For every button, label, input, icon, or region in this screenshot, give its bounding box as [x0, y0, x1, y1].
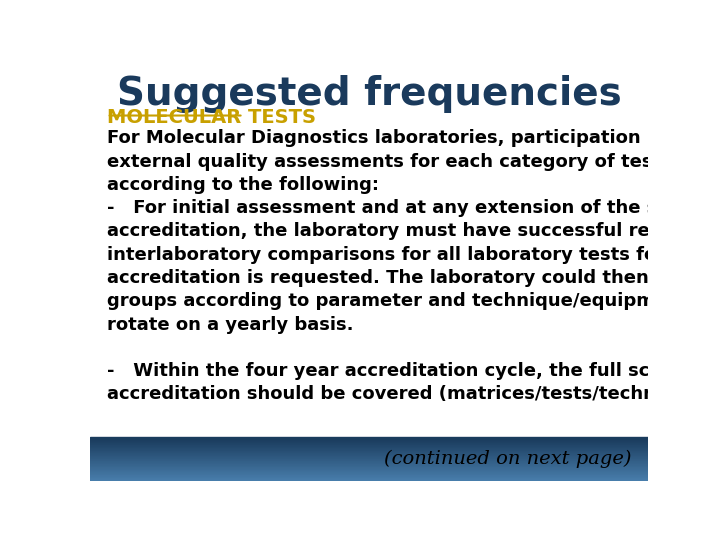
Bar	[90, 463, 648, 464]
Text: For Molecular Diagnostics laboratories, participation in: For Molecular Diagnostics laboratories, …	[107, 129, 665, 147]
Text: external quality assessments for each category of tests is done: external quality assessments for each ca…	[107, 152, 720, 171]
Bar	[90, 460, 648, 461]
Bar	[90, 440, 648, 441]
Bar	[90, 444, 648, 445]
Bar	[90, 446, 648, 447]
Bar	[90, 462, 648, 463]
Bar	[90, 439, 648, 440]
Bar	[90, 452, 648, 453]
Bar	[90, 477, 648, 478]
Bar	[90, 461, 648, 462]
Bar	[90, 474, 648, 475]
Bar	[90, 445, 648, 446]
Bar	[90, 479, 648, 480]
Bar	[90, 464, 648, 465]
Bar	[90, 466, 648, 467]
Bar	[90, 469, 648, 470]
Bar	[90, 451, 648, 452]
Bar	[90, 458, 648, 459]
Text: (continued on next page): (continued on next page)	[384, 450, 631, 468]
Bar	[90, 467, 648, 468]
Text: -   For initial assessment and at any extension of the scope of: - For initial assessment and at any exte…	[107, 199, 720, 217]
Bar	[90, 459, 648, 460]
Bar	[90, 456, 648, 457]
Bar	[90, 472, 648, 474]
Text: -   Within the four year accreditation cycle, the full scope of: - Within the four year accreditation cyc…	[107, 362, 713, 380]
Bar	[90, 476, 648, 477]
Text: groups according to parameter and technique/equipment and: groups according to parameter and techni…	[107, 292, 720, 310]
Bar	[90, 443, 648, 444]
Bar	[90, 465, 648, 466]
Bar	[90, 448, 648, 449]
Text: MOLECULAR TESTS: MOLECULAR TESTS	[107, 109, 316, 127]
Text: rotate on a yearly basis.: rotate on a yearly basis.	[107, 315, 354, 334]
Bar	[90, 453, 648, 454]
Text: Suggested frequencies: Suggested frequencies	[117, 75, 621, 113]
Text: accreditation is requested. The laboratory could then make: accreditation is requested. The laborato…	[107, 269, 709, 287]
Bar	[90, 470, 648, 471]
Bar	[90, 455, 648, 456]
Bar	[90, 478, 648, 479]
Bar	[90, 454, 648, 455]
Text: accreditation, the laboratory must have successful results of: accreditation, the laboratory must have …	[107, 222, 720, 240]
Bar	[90, 450, 648, 451]
Bar	[90, 468, 648, 469]
Bar	[90, 437, 648, 438]
Bar	[90, 447, 648, 448]
Bar	[90, 442, 648, 443]
Bar	[90, 475, 648, 476]
Bar	[90, 471, 648, 472]
Text: interlaboratory comparisons for all laboratory tests for which: interlaboratory comparisons for all labo…	[107, 246, 720, 264]
Bar	[90, 441, 648, 442]
Text: accreditation should be covered (matrices/tests/techniques).: accreditation should be covered (matrice…	[107, 386, 720, 403]
Bar	[90, 457, 648, 458]
Bar	[90, 480, 648, 481]
Bar	[90, 449, 648, 450]
Bar	[90, 438, 648, 439]
Text: according to the following:: according to the following:	[107, 176, 379, 194]
